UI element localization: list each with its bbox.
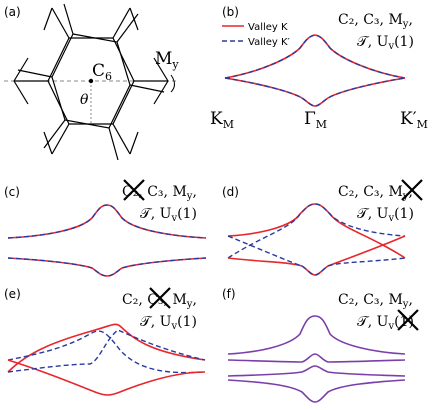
panel-b-label: (b): [222, 5, 239, 19]
band-lower-kp: [7, 329, 206, 373]
band-upper-k: [227, 203, 406, 259]
band-lower-kp: [227, 235, 406, 276]
symmetry-line-1: C₂, C₃, My,: [338, 292, 413, 310]
broken-uv1-cross: [397, 309, 419, 331]
band-upper-kp: [7, 204, 207, 239]
panel-f: (f) C₂, C₃, My, 𝒯, Uv(1): [222, 287, 419, 403]
rotation-center: [88, 78, 94, 84]
symmetry-line-2: 𝒯, Uv(1): [140, 314, 197, 332]
merged-bands: [227, 315, 406, 403]
my-label: My: [155, 49, 179, 71]
band-lower-k: [224, 77, 406, 107]
symmetry-line-1: C₂, C₃, My,: [122, 184, 197, 202]
theta-label: θ: [80, 92, 89, 108]
symmetry-line-2: 𝒯, Uv(1): [357, 206, 414, 224]
kp-m-label: K′M: [400, 109, 428, 131]
band-lower-k: [7, 257, 207, 277]
broken-c3-cross: [149, 287, 171, 309]
band-lower-k: [7, 359, 206, 396]
band-upper-kp: [227, 203, 406, 259]
panel-b: (b) Valley K Valley K′ C₂, C₃, My, 𝒯, Uv…: [210, 5, 428, 131]
broken-c2-cross: [123, 179, 145, 201]
band-upper-kp: [7, 330, 206, 374]
panel-e-label: (e): [4, 287, 21, 301]
band-upper-kp: [224, 34, 406, 79]
panel-a-label: (a): [4, 5, 21, 19]
panel-c: (c) C₂, C₃, My, 𝒯, Uv(1): [4, 179, 207, 277]
panel-a: (a): [4, 3, 179, 161]
symmetry-line-1: C₂, C₃, My,: [338, 12, 413, 30]
panel-d: (d) C₂, C₃, My, 𝒯, Uv(1): [222, 179, 423, 276]
broken-my-cross: [401, 179, 423, 201]
symmetry-line-1: C₂, C₃, My,: [122, 292, 197, 310]
band-lower-k: [227, 235, 406, 276]
k-m-label: KM: [210, 109, 234, 131]
gamma-m-label: ΓM: [304, 109, 327, 131]
panel-c-label: (c): [4, 185, 20, 199]
panel-d-label: (d): [222, 185, 239, 199]
symmetry-line-2: 𝒯, Uv(1): [357, 34, 414, 52]
band-lower-kp: [224, 77, 406, 107]
panel-f-label: (f): [222, 287, 236, 301]
my-arrow: [170, 74, 175, 93]
band-upper-k: [7, 323, 206, 373]
legend-label-k: Valley K: [248, 22, 288, 33]
c6-label: C6: [92, 61, 112, 83]
legend-label-kp: Valley K′: [248, 37, 291, 48]
symmetry-line-2: 𝒯, Uv(1): [140, 206, 197, 224]
panel-e: (e) C₂, C₃, My, 𝒯, Uv(1): [4, 287, 206, 396]
twisted-lattice: [13, 3, 169, 161]
